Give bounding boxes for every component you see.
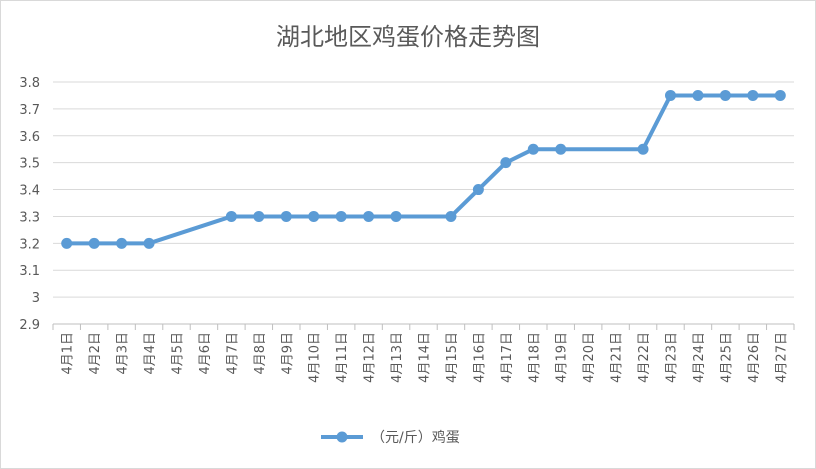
x-tick-label: 4月12日	[363, 332, 378, 383]
y-tick-label: 3.3	[19, 210, 40, 225]
gridlines	[53, 81, 794, 325]
y-tick-label: 3.4	[19, 184, 40, 199]
x-tick-label: 4月20日	[582, 332, 597, 383]
data-point	[308, 210, 320, 222]
x-tick-label: 4月27日	[774, 332, 789, 383]
x-axis: 4月1日 4月2日 4月3日 4月4日 4月5日 4月6日 4月7日 4月8日 4月9日 4月10…	[52, 324, 795, 383]
data-point	[390, 210, 402, 222]
x-tick-label: 4月2日	[88, 332, 103, 375]
x-tick-label: 4月18日	[527, 332, 542, 383]
x-tick-label: 4月8日	[253, 332, 268, 375]
data-point	[665, 89, 676, 101]
data-point	[143, 237, 155, 249]
x-tick-label: 4月4日	[143, 332, 158, 375]
x-tick-label: 4月17日	[500, 332, 515, 383]
y-tick-label: 3.5	[19, 157, 40, 172]
y-tick-label: 3.8	[19, 76, 40, 91]
y-tick-label: 3.7	[19, 103, 40, 118]
y-axis: 3.8 3.7 3.6 3.5 3.4 3.3 3.2 3.1 3 2.9	[19, 76, 40, 333]
data-point	[116, 237, 128, 249]
series-layer	[61, 89, 786, 249]
y-tick-label: 3.6	[19, 130, 40, 145]
legend-marker	[336, 431, 348, 443]
y-tick-label: 3.2	[19, 237, 40, 252]
x-tick-label: 4月25日	[719, 332, 734, 383]
legend: （元/斤）鸡蛋	[321, 429, 460, 446]
data-point	[692, 89, 704, 101]
x-tick-label: 4月21日	[610, 332, 625, 383]
y-tick-label: 3	[32, 291, 40, 306]
chart-title: 湖北地区鸡蛋价格走势图	[276, 23, 540, 51]
data-point	[500, 157, 512, 169]
x-tick-label: 4月19日	[555, 332, 570, 383]
x-tick-label: 4月10日	[308, 332, 323, 383]
data-point	[61, 237, 73, 249]
data-point	[555, 143, 567, 155]
y-tick-label: 2.9	[19, 318, 40, 333]
data-point	[225, 210, 237, 222]
data-point	[637, 143, 649, 155]
x-tick-label: 4月26日	[747, 332, 762, 383]
x-tick-label: 4月22日	[637, 332, 652, 383]
x-tick-label: 4月7日	[225, 332, 240, 375]
data-point	[527, 143, 539, 155]
x-tick-label: 4月1日	[61, 332, 76, 375]
data-point	[280, 210, 292, 222]
data-point	[363, 210, 375, 222]
y-tick-label: 3.1	[19, 264, 40, 279]
x-tick-label: 4月16日	[472, 332, 487, 383]
x-tick-label: 4月6日	[198, 332, 213, 375]
data-point	[774, 89, 786, 101]
x-tick-label: 4月13日	[390, 332, 405, 383]
data-point	[88, 237, 100, 249]
x-tick-label: 4月5日	[171, 332, 186, 375]
x-tick-label: 4月23日	[665, 332, 680, 383]
legend-label: （元/斤）鸡蛋	[371, 429, 460, 446]
x-tick-label: 4月15日	[445, 332, 460, 383]
data-point	[253, 210, 265, 222]
x-tick-label: 4月11日	[335, 332, 350, 383]
series-line	[64, 93, 783, 246]
data-point	[472, 184, 484, 196]
data-point	[719, 89, 731, 101]
data-point	[747, 89, 759, 101]
x-tick-label: 4月14日	[418, 332, 433, 383]
x-tick-label: 4月24日	[692, 332, 707, 383]
data-point	[335, 210, 347, 222]
x-tick-label: 4月9日	[280, 332, 295, 375]
x-tick-label: 4月3日	[116, 332, 131, 375]
data-point	[445, 210, 457, 222]
